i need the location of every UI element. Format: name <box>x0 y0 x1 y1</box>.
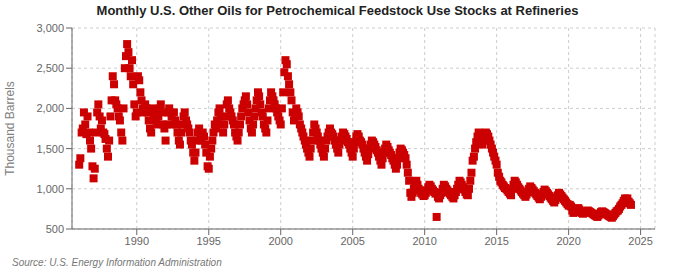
svg-text:1990: 1990 <box>125 235 149 247</box>
svg-text:Thousand Barrels: Thousand Barrels <box>8 81 17 176</box>
svg-text:2000: 2000 <box>268 235 292 247</box>
html-text:Monthly U.S. Other Oils for Pe: Monthly U.S. Other Oils for Petrochemica… <box>96 3 579 18</box>
svg-text:2,500: 2,500 <box>36 62 64 74</box>
svg-text:2025: 2025 <box>628 235 652 247</box>
svg-text:2,000: 2,000 <box>36 102 64 114</box>
svg-text:2005: 2005 <box>340 235 364 247</box>
svg-text:2020: 2020 <box>556 235 580 247</box>
svg-text:2010: 2010 <box>412 235 436 247</box>
svg-text:1,500: 1,500 <box>36 143 64 155</box>
svg-text:1995: 1995 <box>197 235 221 247</box>
svg-text:1,000: 1,000 <box>36 183 64 195</box>
svg-text:3,000: 3,000 <box>36 22 64 34</box>
svg-text:500: 500 <box>46 223 64 235</box>
svg-text:2015: 2015 <box>484 235 508 247</box>
html-text:Source: U.S. Energy Informatio: Source: U.S. Energy Information Administ… <box>12 257 222 268</box>
